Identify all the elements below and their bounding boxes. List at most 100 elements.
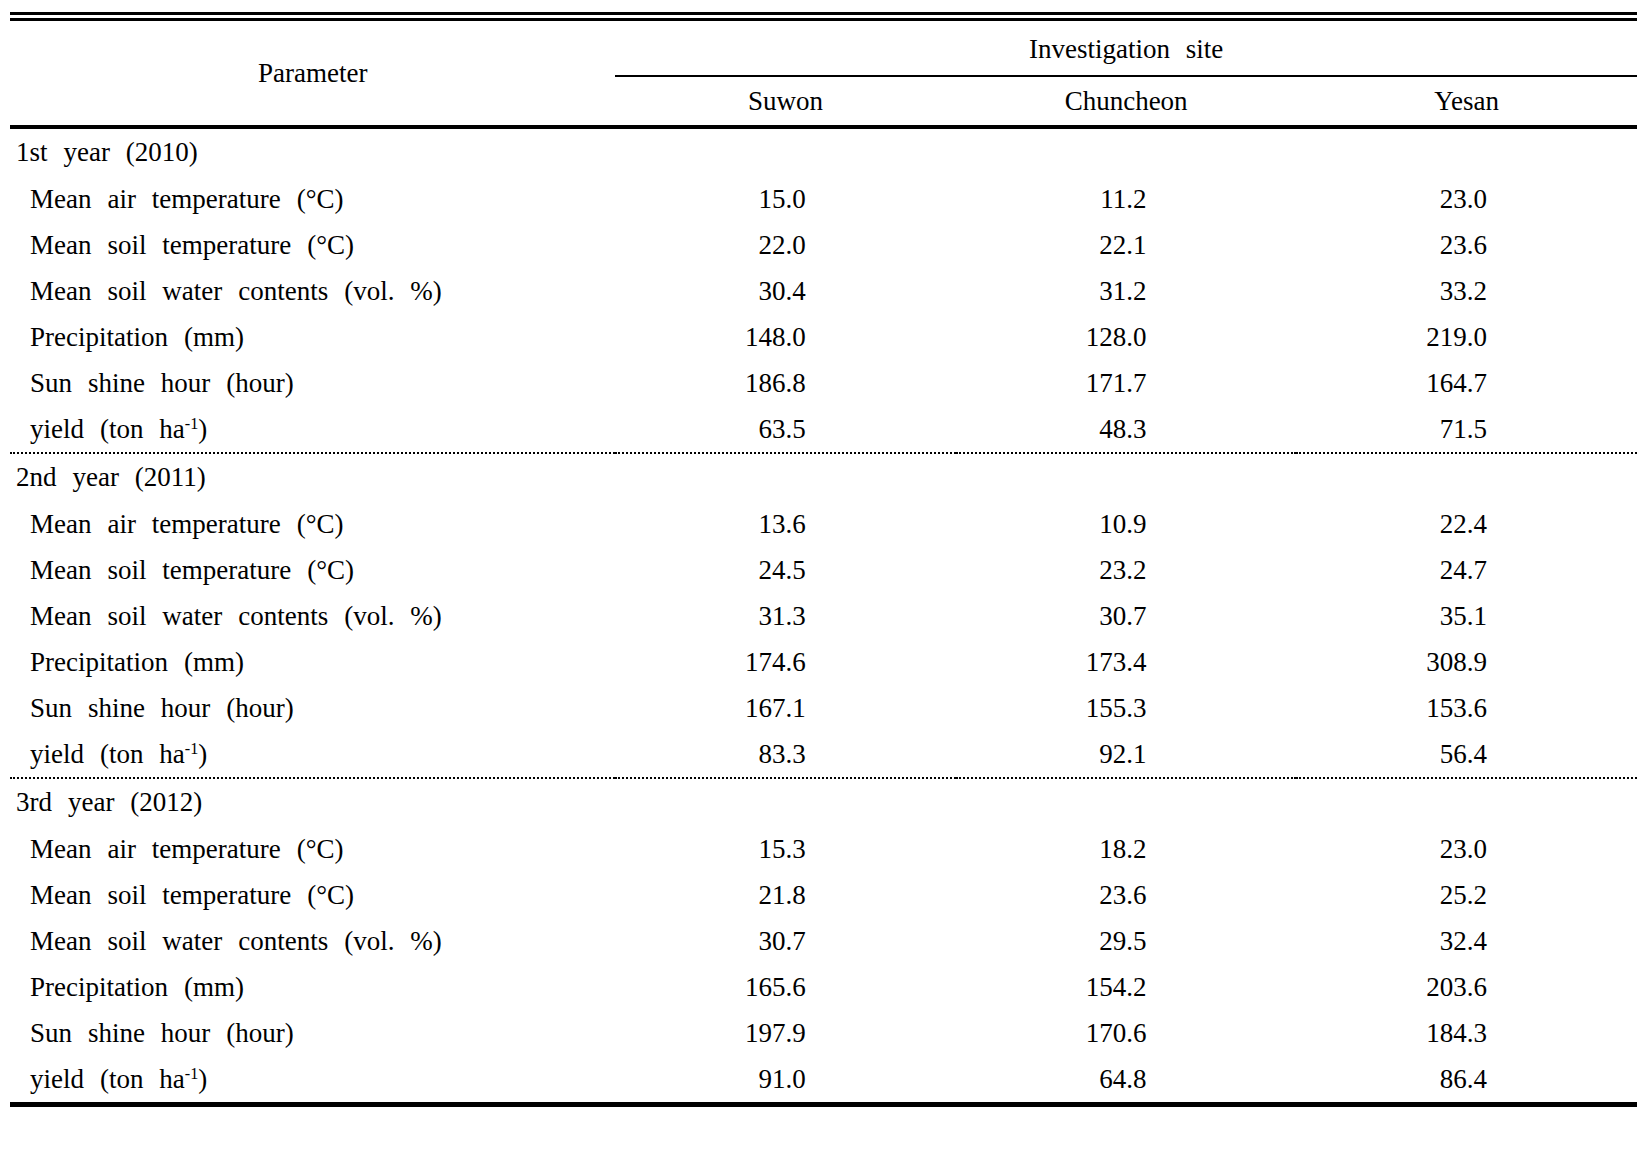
yield-label-text: yield (ton ha — [30, 739, 185, 769]
value-cell: 30.7 — [615, 918, 956, 964]
value-cell: 91.0 — [615, 1056, 956, 1105]
table-row: Precipitation (mm) 148.0 128.0 219.0 — [10, 314, 1637, 360]
year-label-2011: 2nd year (2011) — [10, 453, 1637, 501]
value-cell: 33.2 — [1296, 268, 1637, 314]
parameter-label: Mean soil temperature (°C) — [10, 547, 615, 593]
investigation-site-group-header: Investigation site — [615, 17, 1637, 77]
value-cell: 197.9 — [615, 1010, 956, 1056]
value-cell: 48.3 — [956, 406, 1297, 453]
parameter-label: Mean soil temperature (°C) — [10, 222, 615, 268]
table-row: Mean air temperature (°C) 15.3 18.2 23.0 — [10, 826, 1637, 872]
value-cell: 13.6 — [615, 501, 956, 547]
year-label-2012: 3rd year (2012) — [10, 778, 1637, 826]
value-cell: 83.3 — [615, 731, 956, 778]
value-cell: 24.5 — [615, 547, 956, 593]
value-cell: 165.6 — [615, 964, 956, 1010]
table-row: Mean soil water contents (vol. %) 31.3 3… — [10, 593, 1637, 639]
parameter-label: Mean soil water contents (vol. %) — [10, 593, 615, 639]
value-cell: 155.3 — [956, 685, 1297, 731]
table-header: Parameter Investigation site Suwon Chunc… — [10, 17, 1637, 128]
value-cell: 23.6 — [956, 872, 1297, 918]
parameter-label: Sun shine hour (hour) — [10, 360, 615, 406]
value-cell: 21.8 — [615, 872, 956, 918]
value-cell: 64.8 — [956, 1056, 1297, 1105]
value-cell: 15.3 — [615, 826, 956, 872]
value-cell: 56.4 — [1296, 731, 1637, 778]
value-cell: 32.4 — [1296, 918, 1637, 964]
value-cell: 173.4 — [956, 639, 1297, 685]
value-cell: 167.1 — [615, 685, 956, 731]
value-cell: 24.7 — [1296, 547, 1637, 593]
site-header-yesan: Yesan — [1296, 76, 1637, 127]
value-cell: 128.0 — [956, 314, 1297, 360]
value-cell: 25.2 — [1296, 872, 1637, 918]
parameter-label-yield: yield (ton ha-1) — [10, 731, 615, 778]
superscript-exponent: -1 — [185, 740, 198, 758]
value-cell: 23.6 — [1296, 222, 1637, 268]
yield-label-close: ) — [198, 739, 207, 769]
value-cell: 63.5 — [615, 406, 956, 453]
value-cell: 23.0 — [1296, 176, 1637, 222]
value-cell: 29.5 — [956, 918, 1297, 964]
value-cell: 186.8 — [615, 360, 956, 406]
table-row: Precipitation (mm) 174.6 173.4 308.9 — [10, 639, 1637, 685]
yield-label-close: ) — [198, 1064, 207, 1094]
yield-label-close: ) — [198, 414, 207, 444]
climate-investigation-table: Parameter Investigation site Suwon Chunc… — [10, 12, 1637, 1107]
superscript-exponent: -1 — [185, 1065, 198, 1083]
value-cell: 22.4 — [1296, 501, 1637, 547]
section-year-3: 3rd year (2012) Mean air temperature (°C… — [10, 778, 1637, 1105]
value-cell: 308.9 — [1296, 639, 1637, 685]
table-row: Mean soil water contents (vol. %) 30.7 2… — [10, 918, 1637, 964]
value-cell: 11.2 — [956, 176, 1297, 222]
value-cell: 31.3 — [615, 593, 956, 639]
value-cell: 18.2 — [956, 826, 1297, 872]
value-cell: 22.1 — [956, 222, 1297, 268]
site-header-chuncheon: Chuncheon — [956, 76, 1297, 127]
parameter-label: Mean air temperature (°C) — [10, 176, 615, 222]
value-cell: 23.2 — [956, 547, 1297, 593]
table-row: Mean air temperature (°C) 15.0 11.2 23.0 — [10, 176, 1637, 222]
section-year-2: 2nd year (2011) Mean air temperature (°C… — [10, 453, 1637, 778]
value-cell: 171.7 — [956, 360, 1297, 406]
parameter-label: Precipitation (mm) — [10, 639, 615, 685]
parameter-label: Precipitation (mm) — [10, 314, 615, 360]
year-label-2010: 1st year (2010) — [10, 127, 1637, 176]
value-cell: 153.6 — [1296, 685, 1637, 731]
table-row: yield (ton ha-1) 63.5 48.3 71.5 — [10, 406, 1637, 453]
value-cell: 154.2 — [956, 964, 1297, 1010]
yield-label-text: yield (ton ha — [30, 1064, 185, 1094]
parameter-label: Mean soil temperature (°C) — [10, 872, 615, 918]
value-cell: 30.7 — [956, 593, 1297, 639]
parameter-label: Mean air temperature (°C) — [10, 501, 615, 547]
value-cell: 203.6 — [1296, 964, 1637, 1010]
value-cell: 184.3 — [1296, 1010, 1637, 1056]
parameter-label: Sun shine hour (hour) — [10, 685, 615, 731]
yield-label-text: yield (ton ha — [30, 414, 185, 444]
value-cell: 31.2 — [956, 268, 1297, 314]
paper-table-page: Parameter Investigation site Suwon Chunc… — [0, 0, 1645, 1175]
parameter-label: Sun shine hour (hour) — [10, 1010, 615, 1056]
parameter-label: Mean soil water contents (vol. %) — [10, 268, 615, 314]
value-cell: 148.0 — [615, 314, 956, 360]
parameter-label: Precipitation (mm) — [10, 964, 615, 1010]
section-year-1: 1st year (2010) Mean air temperature (°C… — [10, 127, 1637, 453]
superscript-exponent: -1 — [185, 415, 198, 433]
table-row: Mean soil water contents (vol. %) 30.4 3… — [10, 268, 1637, 314]
table-row: Mean air temperature (°C) 13.6 10.9 22.4 — [10, 501, 1637, 547]
value-cell: 174.6 — [615, 639, 956, 685]
parameter-label-yield: yield (ton ha-1) — [10, 1056, 615, 1105]
value-cell: 23.0 — [1296, 826, 1637, 872]
value-cell: 35.1 — [1296, 593, 1637, 639]
value-cell: 170.6 — [956, 1010, 1297, 1056]
value-cell: 92.1 — [956, 731, 1297, 778]
site-header-suwon: Suwon — [615, 76, 956, 127]
value-cell: 219.0 — [1296, 314, 1637, 360]
table-row: Mean soil temperature (°C) 24.5 23.2 24.… — [10, 547, 1637, 593]
value-cell: 71.5 — [1296, 406, 1637, 453]
parameter-column-header: Parameter — [10, 17, 615, 128]
year-row: 1st year (2010) — [10, 127, 1637, 176]
value-cell: 86.4 — [1296, 1056, 1637, 1105]
parameter-label: Mean air temperature (°C) — [10, 826, 615, 872]
table-row: Precipitation (mm) 165.6 154.2 203.6 — [10, 964, 1637, 1010]
